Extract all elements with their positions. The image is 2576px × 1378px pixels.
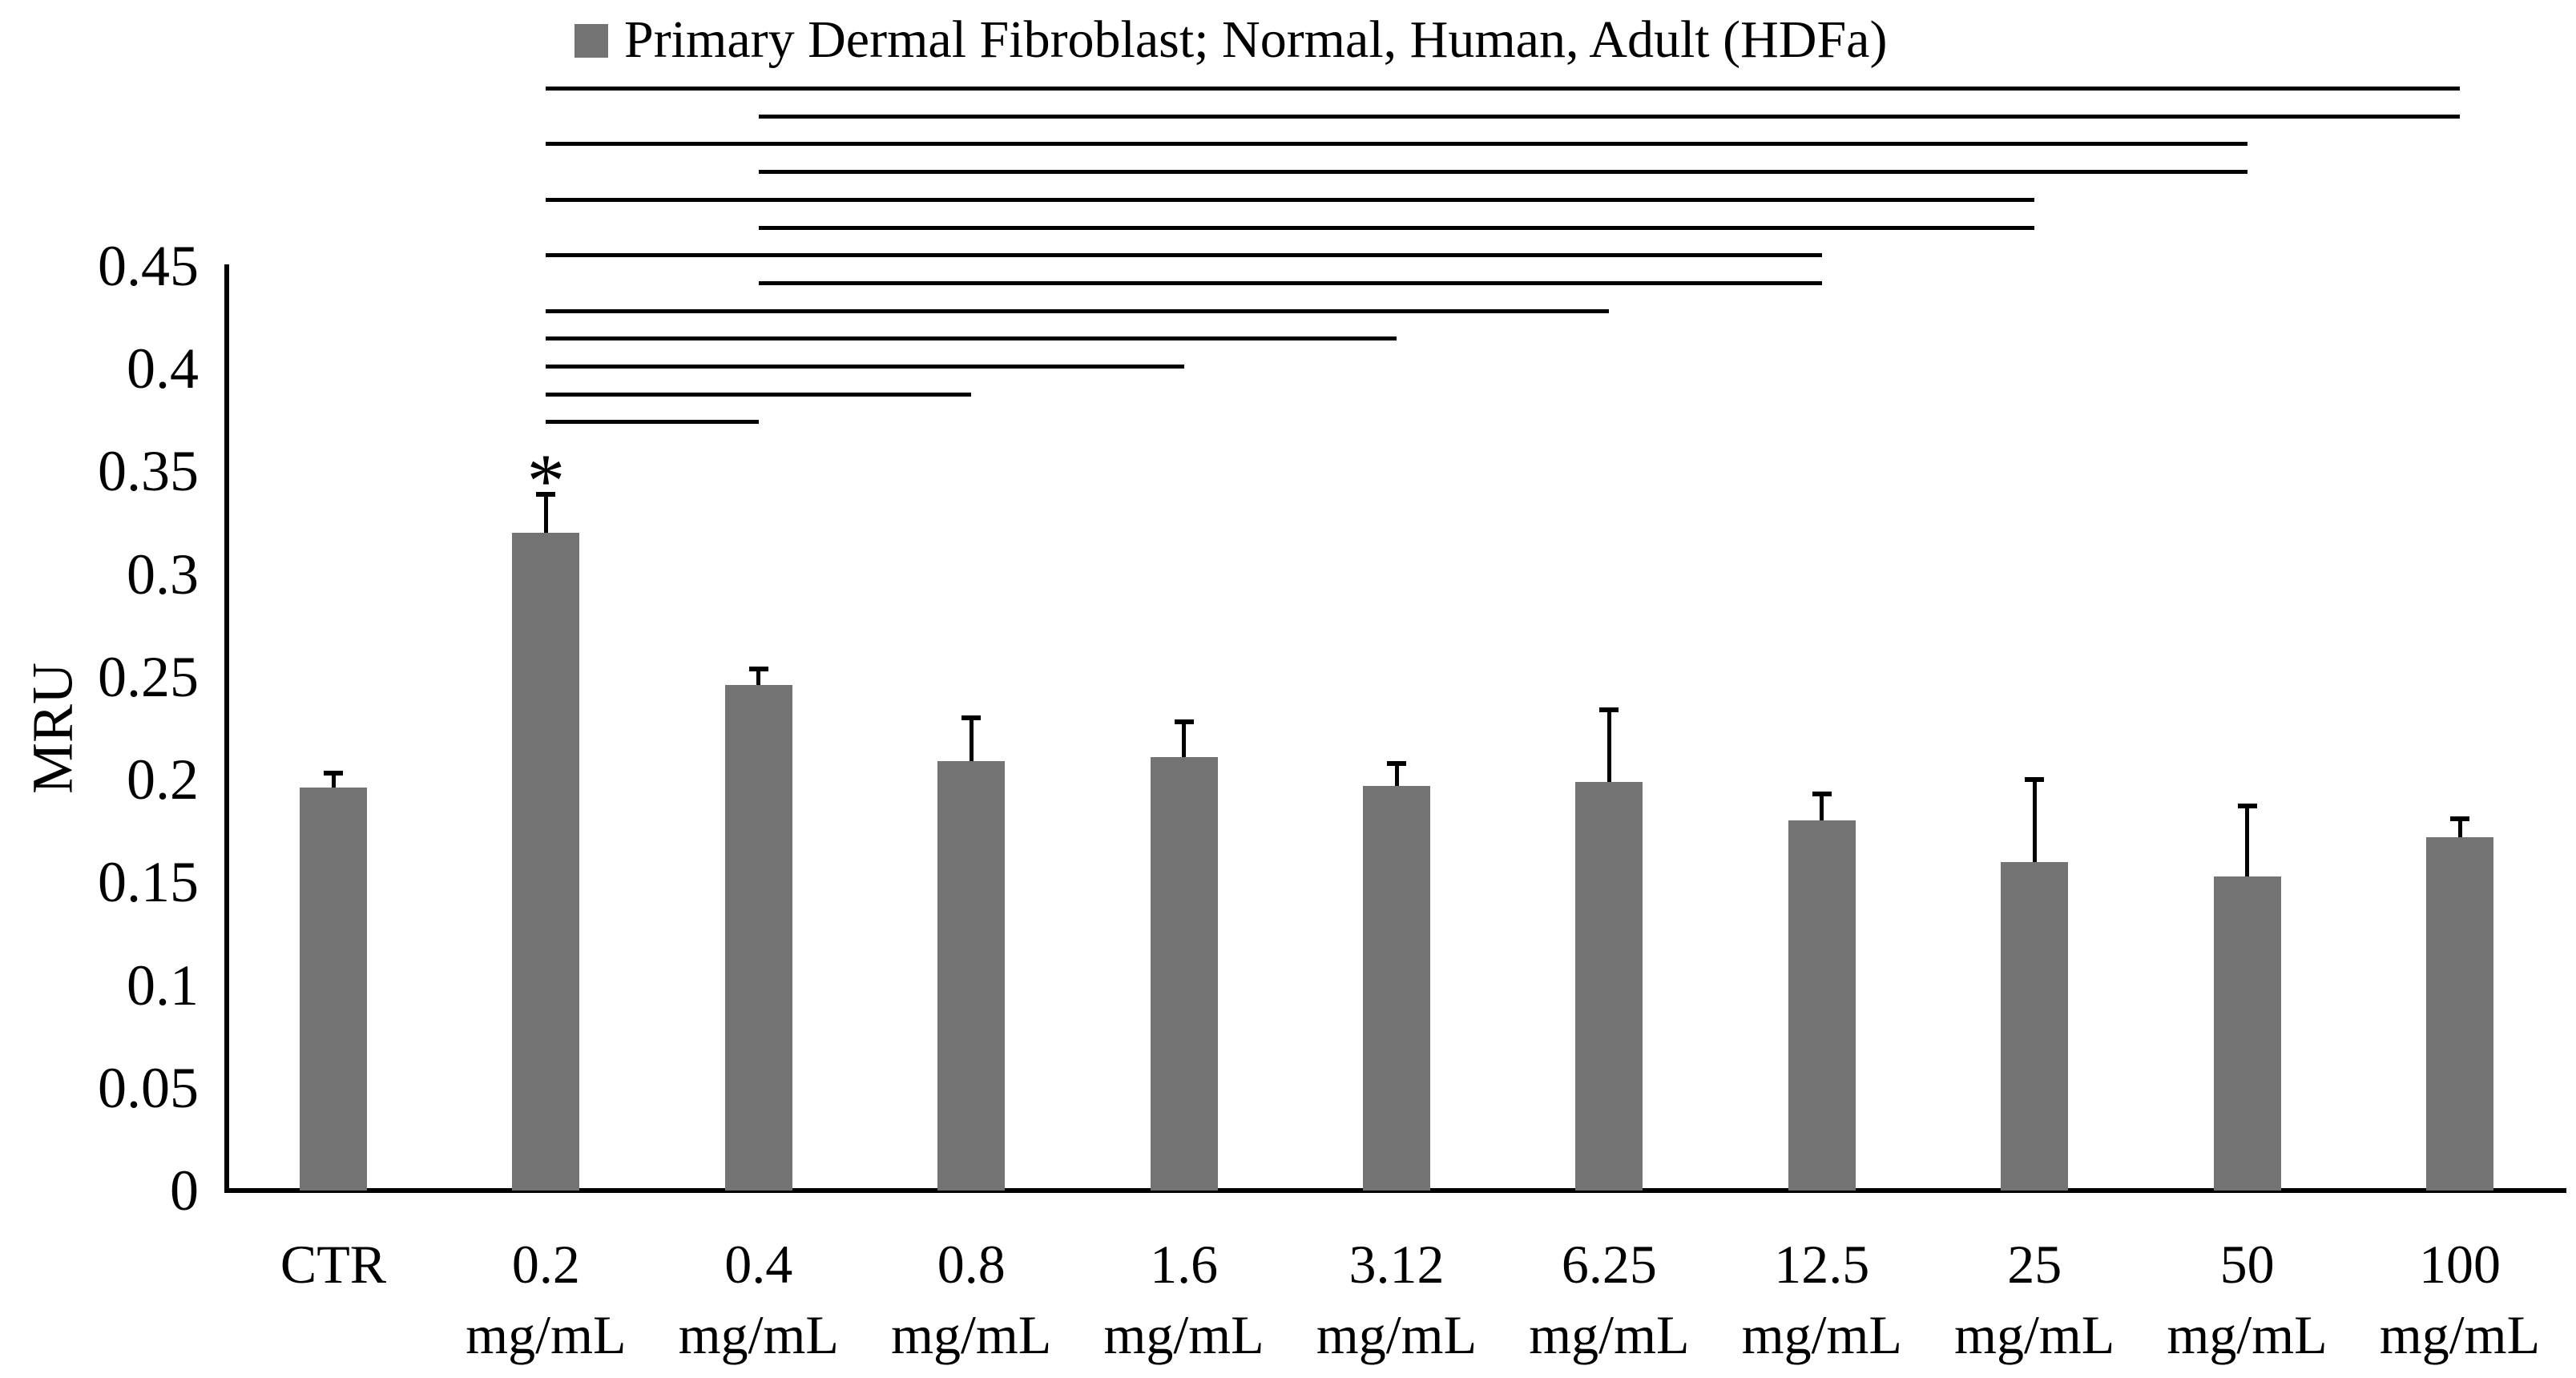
error-whisker [2245, 806, 2250, 876]
error-whisker [1820, 794, 1824, 821]
error-whisker [331, 773, 336, 788]
significance-line [758, 225, 2035, 230]
y-tick-label: 0.25 [98, 644, 199, 709]
x-tick-label: 0.4 [724, 1234, 793, 1295]
error-whisker [2457, 818, 2462, 837]
error-cap [961, 715, 982, 721]
significance-line [546, 336, 1397, 341]
x-axis-line [224, 1188, 2566, 1193]
error-whisker [1394, 763, 1399, 786]
significance-line [546, 308, 1610, 313]
x-tick-unit-label: mg/mL [2379, 1304, 2541, 1365]
x-tick-label: 1.6 [1150, 1234, 1219, 1295]
error-cap [2025, 777, 2045, 783]
x-tick-unit-label: mg/mL [466, 1304, 627, 1365]
significance-line [546, 365, 1184, 369]
x-tick-label: CTR [280, 1234, 387, 1295]
legend-label: Primary Dermal Fibroblast; Normal, Human… [624, 10, 1888, 69]
y-tick-label: 0 [170, 1158, 199, 1223]
bar [1575, 781, 1643, 1191]
x-tick-label: 50 [2219, 1234, 2275, 1295]
error-cap [324, 771, 343, 776]
x-tick-unit-label: mg/mL [678, 1304, 839, 1365]
error-cap [748, 666, 768, 671]
bar [512, 533, 580, 1191]
error-whisker [1182, 722, 1187, 757]
error-whisker [1606, 709, 1611, 782]
significance-line [546, 420, 759, 425]
bar [1788, 820, 1856, 1191]
y-axis-line [224, 264, 229, 1193]
bar [2426, 836, 2493, 1191]
y-tick-label: 0.35 [98, 439, 199, 504]
bar [2001, 861, 2069, 1191]
bar [1150, 756, 1218, 1191]
significance-line [546, 87, 2460, 91]
x-tick-label: 25 [2007, 1234, 2062, 1295]
y-tick-label: 0.45 [98, 234, 199, 298]
error-cap [1599, 707, 1619, 712]
legend-marker-square [574, 24, 608, 58]
x-tick-unit-label: mg/mL [1103, 1304, 1264, 1365]
x-tick-label: 0.8 [937, 1234, 1006, 1295]
x-tick-label: 12.5 [1774, 1234, 1870, 1295]
significance-asterisk: * [526, 438, 566, 523]
error-cap [536, 491, 556, 497]
error-whisker [756, 668, 761, 686]
bar [724, 685, 792, 1191]
error-cap [1174, 719, 1194, 725]
error-cap [2450, 816, 2469, 821]
x-tick-unit-label: mg/mL [1529, 1304, 1690, 1365]
y-tick-label: 0.4 [127, 336, 199, 401]
y-tick-label: 0.05 [98, 1055, 199, 1120]
significance-line [758, 170, 2247, 175]
significance-line [546, 253, 1822, 258]
x-tick-unit-label: mg/mL [2167, 1304, 2328, 1365]
x-tick-label: 6.25 [1561, 1234, 1657, 1295]
significance-line [758, 280, 1822, 285]
bar [1363, 785, 1430, 1191]
x-tick-label: 0.2 [511, 1234, 580, 1295]
significance-line [546, 197, 2035, 202]
error-whisker [969, 718, 974, 762]
x-tick-label: 100 [2419, 1234, 2501, 1295]
error-cap [2237, 804, 2257, 809]
significance-line [546, 392, 972, 397]
error-cap [1812, 792, 1832, 797]
error-whisker [2032, 780, 2037, 862]
bar [937, 761, 1006, 1191]
x-tick-unit-label: mg/mL [1316, 1304, 1477, 1365]
error-whisker [543, 494, 548, 534]
significance-line [758, 114, 2460, 119]
y-tick-label: 0.3 [127, 542, 199, 606]
x-tick-unit-label: mg/mL [891, 1304, 1052, 1365]
x-tick-unit-label: mg/mL [1741, 1304, 1902, 1365]
y-tick-label: 0.2 [127, 747, 199, 812]
x-tick-unit-label: mg/mL [1954, 1304, 2115, 1365]
bar [300, 788, 367, 1191]
significance-line [546, 142, 2247, 147]
y-tick-label: 0.1 [127, 953, 199, 1017]
y-tick-label: 0.15 [98, 850, 199, 915]
error-cap [1387, 760, 1406, 766]
x-tick-label: 3.12 [1348, 1234, 1445, 1295]
bar [2213, 876, 2281, 1191]
